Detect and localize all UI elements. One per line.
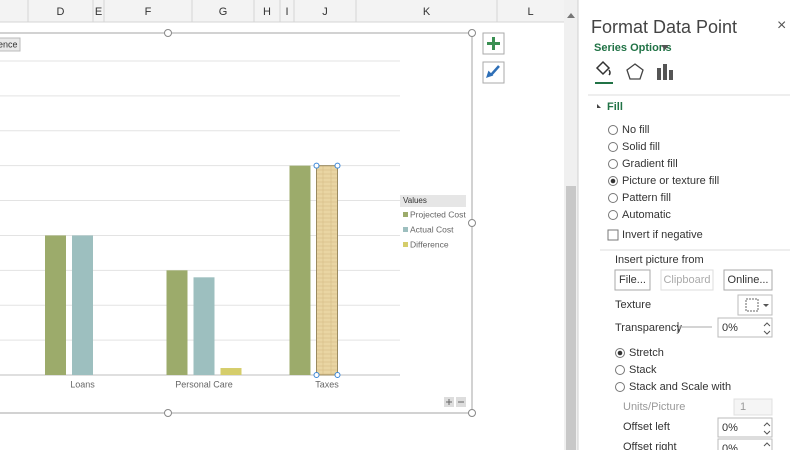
transparency-value: 0% bbox=[722, 322, 738, 334]
column-header[interactable]: E bbox=[95, 6, 102, 18]
scroll-up[interactable] bbox=[567, 13, 575, 18]
legend-header bbox=[400, 195, 466, 207]
bar[interactable] bbox=[193, 277, 215, 375]
radio[interactable] bbox=[608, 125, 618, 135]
legend-label: Actual Cost bbox=[410, 224, 454, 234]
tile-option[interactable]: Stretch bbox=[629, 347, 664, 359]
fill-line-icon[interactable] bbox=[595, 60, 611, 76]
field-label: ence bbox=[0, 39, 18, 49]
column-header[interactable]: G bbox=[219, 6, 228, 18]
bar[interactable] bbox=[72, 235, 93, 375]
button bbox=[660, 269, 714, 291]
column-header-bar bbox=[0, 0, 564, 22]
radio-dot bbox=[610, 178, 616, 184]
offset-left-input[interactable] bbox=[717, 417, 773, 438]
brush-icon bbox=[486, 65, 500, 78]
category-label: Taxes bbox=[315, 379, 339, 389]
fill-option[interactable]: Pattern fill bbox=[622, 192, 671, 204]
fill-option[interactable]: Picture or texture fill bbox=[622, 175, 719, 187]
texture-swatch bbox=[745, 298, 759, 312]
radio[interactable] bbox=[615, 365, 625, 375]
radio[interactable] bbox=[608, 159, 618, 169]
column-header[interactable]: D bbox=[57, 6, 65, 18]
column-header[interactable]: H bbox=[263, 6, 271, 18]
offset-left-label: Offset left bbox=[623, 421, 670, 433]
legend-swatch bbox=[403, 242, 408, 247]
checkbox[interactable] bbox=[607, 229, 619, 241]
button[interactable] bbox=[723, 269, 773, 291]
dropdown-arrow[interactable] bbox=[661, 45, 669, 50]
fill-option[interactable]: Automatic bbox=[622, 209, 671, 221]
legend-swatch bbox=[403, 227, 408, 232]
legend-swatch bbox=[403, 212, 408, 217]
spinners[interactable] bbox=[763, 322, 771, 447]
series-options[interactable]: Series Options bbox=[594, 42, 672, 54]
close-button[interactable]: × bbox=[777, 17, 786, 34]
radio[interactable] bbox=[608, 210, 618, 220]
selection-handle[interactable] bbox=[313, 372, 320, 378]
column-header[interactable]: I bbox=[285, 6, 288, 18]
category-label: Loans bbox=[70, 379, 95, 389]
column-header[interactable]: F bbox=[145, 6, 152, 18]
column-header[interactable]: K bbox=[423, 6, 431, 18]
transparency-input[interactable] bbox=[717, 317, 773, 338]
tile-option[interactable]: Stack and Scale with bbox=[629, 381, 731, 393]
offset-right-label: Offset right bbox=[623, 441, 677, 450]
button-label: File... bbox=[619, 274, 646, 286]
radio[interactable] bbox=[608, 142, 618, 152]
collapse-arrow[interactable] bbox=[597, 104, 601, 108]
insert-label: Insert picture from bbox=[615, 254, 704, 266]
radio[interactable] bbox=[615, 382, 625, 392]
bar[interactable] bbox=[45, 235, 66, 375]
format-pane bbox=[578, 0, 800, 450]
column-header[interactable]: L bbox=[527, 6, 533, 18]
effects-icon[interactable] bbox=[626, 63, 644, 80]
dropdown-arrow bbox=[763, 304, 769, 307]
bar[interactable] bbox=[220, 368, 242, 375]
offset-right-input[interactable] bbox=[717, 438, 773, 450]
button-label: Online... bbox=[728, 274, 769, 286]
field-button[interactable] bbox=[0, 37, 21, 52]
button-label: Clipboard bbox=[663, 274, 710, 286]
units-label: Units/Picture bbox=[623, 401, 685, 413]
selection-handle[interactable] bbox=[313, 162, 320, 169]
units-value: 1 bbox=[740, 401, 746, 413]
series-options-icon[interactable] bbox=[657, 64, 673, 80]
selection-handle[interactable] bbox=[334, 162, 341, 169]
legend-label: Difference bbox=[410, 239, 449, 249]
chart-area[interactable] bbox=[0, 32, 473, 414]
selection-handle[interactable] bbox=[334, 372, 341, 378]
tile-option[interactable]: Stack bbox=[629, 364, 657, 376]
radio[interactable] bbox=[608, 193, 618, 203]
transparency-label: Transparency bbox=[615, 322, 682, 334]
selected-bar[interactable] bbox=[316, 165, 338, 376]
fill-option[interactable]: No fill bbox=[622, 124, 650, 136]
texture-label: Texture bbox=[615, 299, 651, 311]
radio-dot bbox=[617, 350, 623, 356]
scroll-thumb[interactable] bbox=[566, 186, 576, 450]
chart-handles[interactable] bbox=[164, 29, 476, 417]
bar[interactable] bbox=[289, 165, 311, 375]
offset-left-value: 0% bbox=[722, 422, 738, 434]
units-input bbox=[733, 398, 773, 416]
column-header[interactable]: J bbox=[322, 6, 328, 18]
pane-title: Format Data Point bbox=[591, 17, 737, 37]
fill-heading[interactable]: Fill bbox=[607, 101, 623, 113]
invert-label[interactable]: Invert if negative bbox=[622, 229, 703, 241]
fill-option[interactable]: Solid fill bbox=[622, 141, 660, 153]
zoom-icons bbox=[446, 399, 464, 405]
plus-icon bbox=[487, 37, 500, 50]
button[interactable] bbox=[614, 269, 651, 291]
legend-title: Values bbox=[403, 196, 427, 205]
fill-option[interactable]: Gradient fill bbox=[622, 158, 678, 170]
offset-right-value: 0% bbox=[722, 443, 738, 450]
bar[interactable] bbox=[166, 270, 188, 375]
legend-label: Projected Cost bbox=[410, 209, 466, 219]
category-label: Personal Care bbox=[175, 379, 233, 389]
